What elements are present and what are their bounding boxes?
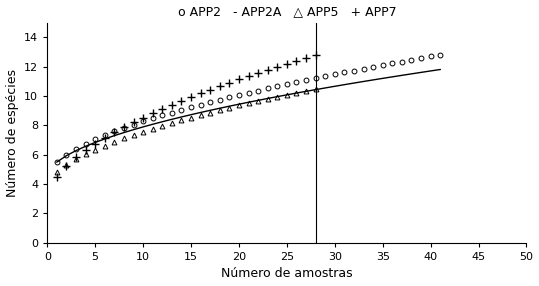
Title: o APP2   - APP2A   △ APP5   + APP7: o APP2 - APP2A △ APP5 + APP7 xyxy=(177,5,396,19)
Y-axis label: Número de espécies: Número de espécies xyxy=(5,69,18,197)
X-axis label: Número de amostras: Número de amostras xyxy=(221,267,353,281)
